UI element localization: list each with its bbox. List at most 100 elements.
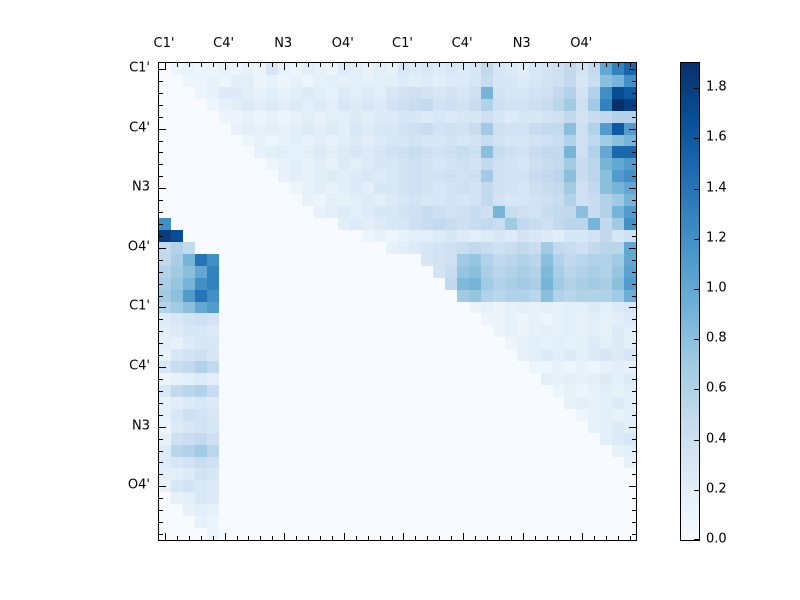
heatmap-cell: [421, 218, 434, 230]
heatmap-cell: [266, 146, 279, 159]
heatmap-cell: [552, 206, 565, 219]
heatmap-cell: [182, 373, 195, 385]
heatmap-cell: [254, 158, 267, 171]
heatmap-cell: [230, 110, 243, 123]
heatmap-cell: [433, 432, 446, 445]
heatmap-cell: [337, 134, 350, 147]
heatmap-cell: [433, 337, 446, 350]
heatmap-cell: [445, 492, 458, 505]
axis-tick: [629, 247, 636, 249]
heatmap-cell: [421, 206, 434, 219]
heatmap-cell: [325, 134, 338, 147]
heatmap-cell: [504, 277, 517, 290]
heatmap-cell: [516, 337, 529, 350]
axis-tick: [159, 379, 163, 380]
heatmap-cell: [421, 170, 434, 183]
heatmap-cell: [528, 98, 541, 111]
heatmap-cell: [540, 74, 553, 87]
heatmap-cell: [504, 408, 517, 421]
heatmap-cell: [194, 206, 207, 219]
heatmap-cell: [373, 444, 386, 457]
axis-tick: [570, 536, 572, 540]
heatmap-cell: [480, 337, 493, 350]
heatmap-cell: [457, 265, 470, 278]
heatmap-cell: [349, 301, 362, 314]
y-axis-label: O4': [127, 239, 150, 255]
heatmap-cell: [278, 492, 291, 505]
heatmap-cell: [361, 253, 374, 266]
heatmap-cell: [266, 516, 279, 529]
heatmap-cell: [325, 146, 338, 159]
heatmap-cell: [409, 218, 422, 230]
heatmap-cell: [325, 528, 338, 540]
axis-tick: [308, 63, 310, 67]
heatmap-cell: [516, 325, 529, 338]
heatmap-cell: [624, 504, 636, 517]
heatmap-cell: [540, 337, 553, 350]
heatmap-cell: [325, 110, 338, 123]
heatmap-cell: [552, 98, 565, 111]
heatmap-cell: [254, 98, 267, 111]
axis-tick: [224, 533, 226, 540]
heatmap-cell: [469, 110, 481, 123]
heatmap-cell: [194, 492, 207, 505]
heatmap-cell: [600, 218, 613, 230]
heatmap-cell: [266, 194, 279, 207]
heatmap-cell: [230, 182, 243, 195]
heatmap-cell: [433, 253, 446, 266]
heatmap-cell: [480, 468, 493, 481]
heatmap-cell: [516, 277, 529, 290]
heatmap-cell: [445, 170, 458, 183]
heatmap-cell: [194, 110, 207, 123]
heatmap-cell: [218, 504, 231, 517]
axis-tick: [632, 402, 636, 404]
heatmap-cell: [540, 229, 553, 242]
heatmap-cell: [612, 265, 625, 278]
axis-tick: [159, 295, 163, 297]
heatmap-cell: [325, 444, 338, 457]
heatmap-cell: [612, 74, 625, 87]
heatmap-cell: [504, 432, 517, 445]
heatmap-cell: [206, 444, 219, 457]
heatmap-cell: [588, 384, 601, 397]
heatmap-cell: [349, 122, 362, 135]
axis-tick: [498, 536, 500, 540]
heatmap-cell: [290, 432, 303, 445]
heatmap-cell: [409, 301, 422, 314]
heatmap-cell: [278, 146, 291, 159]
y-axis-label: C4': [129, 120, 150, 136]
heatmap-cell: [457, 74, 470, 87]
heatmap-cell: [516, 468, 529, 481]
heatmap-cell: [385, 194, 398, 207]
heatmap-cell: [159, 492, 171, 505]
heatmap-cell: [552, 170, 565, 183]
heatmap-cell: [182, 432, 195, 445]
axis-tick: [200, 536, 202, 540]
heatmap-cell: [540, 253, 553, 266]
heatmap-cell: [624, 384, 636, 397]
heatmap-cell: [433, 122, 446, 135]
heatmap-cell: [612, 86, 625, 99]
heatmap-cell: [302, 122, 315, 135]
heatmap-cell: [373, 110, 386, 123]
x-axis-label: O4': [331, 36, 354, 51]
heatmap-cell: [409, 182, 422, 195]
heatmap-cell: [385, 206, 398, 219]
heatmap-cell: [361, 289, 374, 302]
heatmap-cell: [170, 516, 183, 529]
heatmap-cell: [576, 504, 589, 517]
heatmap-cell: [433, 408, 446, 421]
heatmap-cell: [409, 492, 422, 505]
heatmap-cell: [170, 170, 183, 183]
heatmap-cell: [361, 206, 374, 219]
heatmap-cell: [385, 110, 398, 123]
heatmap-cell: [230, 504, 243, 517]
heatmap-cell: [242, 384, 255, 397]
heatmap-cell: [242, 373, 255, 385]
heatmap-cell: [492, 206, 505, 219]
heatmap-cell: [624, 432, 636, 445]
heatmap-cell: [397, 432, 410, 445]
heatmap-cell: [349, 396, 362, 409]
heatmap-cell: [230, 194, 243, 207]
heatmap-cell: [337, 420, 350, 433]
